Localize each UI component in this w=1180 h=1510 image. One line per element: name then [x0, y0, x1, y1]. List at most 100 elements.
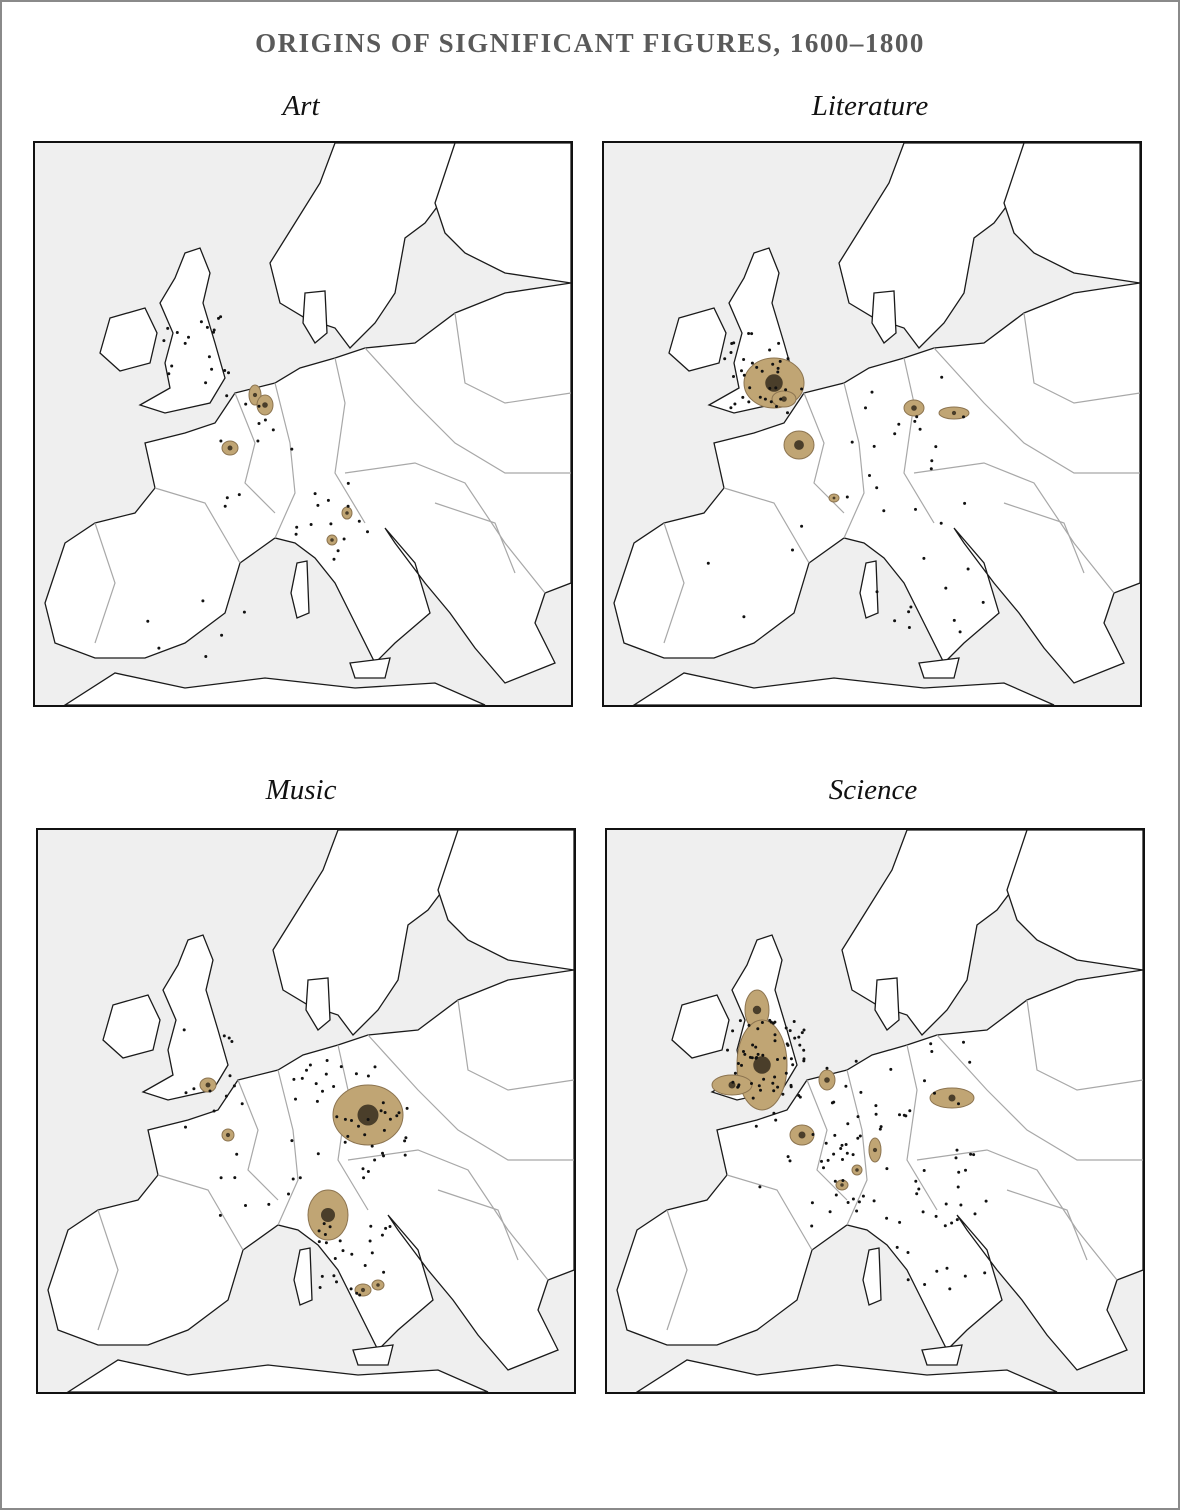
- origin-dot: [889, 1067, 893, 1071]
- origin-dot: [267, 1202, 271, 1206]
- cluster-core: [951, 410, 957, 416]
- origin-dot: [346, 481, 350, 485]
- origin-dot: [382, 1128, 386, 1132]
- origin-dot: [875, 590, 879, 594]
- origin-dot: [846, 1122, 850, 1126]
- origin-dot: [342, 537, 346, 541]
- origin-dot: [773, 1033, 777, 1037]
- origin-dot: [963, 1274, 967, 1278]
- origin-dot: [851, 1197, 855, 1201]
- origin-dot: [789, 1057, 793, 1061]
- origin-dot: [355, 1291, 359, 1295]
- origin-dot: [788, 1029, 792, 1033]
- origin-dot: [232, 1084, 236, 1088]
- origin-dot: [773, 1075, 777, 1079]
- land: [44, 282, 571, 684]
- origin-dot: [184, 1125, 187, 1129]
- origin-dot: [957, 1170, 961, 1174]
- origin-dot: [271, 428, 275, 432]
- origin-dot: [741, 395, 745, 399]
- country-border: [364, 347, 571, 474]
- origin-dot: [381, 1151, 384, 1155]
- origin-dot: [295, 525, 299, 529]
- land: [63, 672, 486, 705]
- origin-dot: [167, 372, 171, 376]
- origin-dot: [786, 1043, 790, 1047]
- land: [616, 969, 1143, 1371]
- origin-dot: [366, 530, 369, 534]
- origin-dot: [968, 1060, 972, 1064]
- country-border: [97, 1209, 119, 1331]
- origin-dot: [955, 1218, 959, 1222]
- cluster-core: [794, 440, 804, 450]
- country-border: [906, 1044, 938, 1211]
- country-border: [274, 382, 296, 539]
- origin-dot: [223, 369, 227, 372]
- country-border: [277, 1069, 299, 1226]
- origin-dot: [212, 330, 215, 334]
- origin-dot: [906, 1278, 910, 1282]
- origin-dot: [778, 359, 782, 363]
- land: [859, 560, 879, 619]
- origin-dot: [832, 1152, 836, 1156]
- origin-dot: [754, 1045, 758, 1049]
- origin-dot: [733, 1071, 737, 1075]
- origin-dot: [776, 1085, 780, 1089]
- origin-dot: [870, 390, 874, 394]
- origin-dot: [885, 1167, 889, 1171]
- origin-dot: [305, 1068, 308, 1072]
- origin-dot: [844, 1084, 848, 1088]
- origin-dot: [339, 1065, 343, 1069]
- origin-dot: [219, 1176, 223, 1180]
- origin-dot: [802, 1048, 806, 1052]
- origin-dot: [332, 1274, 336, 1278]
- land: [437, 830, 574, 971]
- origin-dot: [343, 1117, 347, 1121]
- origin-dot: [316, 503, 320, 507]
- origin-dot: [882, 509, 886, 513]
- country-border: [1026, 999, 1143, 1091]
- origin-dot: [162, 339, 166, 343]
- origin-dot: [187, 335, 190, 339]
- origin-dot: [366, 1118, 370, 1121]
- cluster-core: [330, 538, 334, 542]
- country-border: [94, 522, 116, 644]
- origin-dot: [318, 1286, 322, 1289]
- origin-dot: [332, 557, 336, 561]
- cluster-core: [752, 1005, 762, 1015]
- origin-dot: [324, 1072, 328, 1076]
- origin-dot: [945, 1266, 949, 1270]
- origin-dot: [930, 459, 934, 463]
- origin-dot: [326, 498, 330, 502]
- origin-dot: [750, 332, 754, 336]
- land: [613, 282, 1140, 684]
- origin-dot: [856, 1136, 860, 1140]
- origin-dot: [218, 1213, 222, 1217]
- origin-dot: [760, 1021, 764, 1024]
- origin-dot: [774, 1118, 778, 1122]
- origin-dot: [763, 397, 767, 401]
- cluster-core: [840, 1183, 844, 1187]
- origin-dot: [904, 1114, 908, 1118]
- origin-dot: [370, 1144, 374, 1148]
- country-border: [1006, 1189, 1088, 1261]
- map-literature: [602, 141, 1142, 707]
- origin-dot: [230, 1040, 234, 1043]
- origin-dot: [779, 397, 783, 401]
- origin-dot: [225, 394, 229, 398]
- origin-dot: [403, 1153, 407, 1157]
- origin-dot: [856, 1115, 860, 1119]
- origin-dot: [917, 1187, 921, 1191]
- origin-dot: [833, 1133, 837, 1137]
- cluster-core: [824, 1077, 830, 1083]
- origin-dot: [800, 524, 804, 528]
- origin-dot: [923, 1079, 926, 1083]
- origin-dot: [743, 1052, 747, 1056]
- panel-title: Literature: [811, 90, 929, 122]
- country-border: [437, 1189, 519, 1261]
- origin-dot: [776, 1058, 779, 1061]
- origin-dot: [733, 402, 737, 406]
- origin-dot: [828, 1210, 832, 1214]
- origin-dot: [358, 1293, 362, 1297]
- origin-dot: [854, 1059, 858, 1063]
